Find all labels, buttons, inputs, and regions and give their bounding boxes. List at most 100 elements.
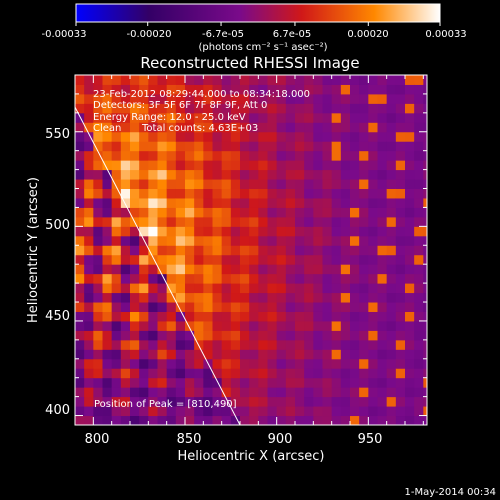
- heatmap-cell: [120, 75, 131, 85]
- heatmap-cell: [157, 387, 168, 398]
- heatmap-cell: [350, 122, 360, 133]
- heatmap-cell: [331, 254, 342, 265]
- heatmap-cell: [93, 415, 103, 425]
- heatmap-cell: [304, 264, 314, 275]
- heatmap-cell: [423, 131, 427, 142]
- heatmap-cell: [194, 179, 204, 190]
- heatmap-cell: [240, 311, 250, 322]
- heatmap-cell: [258, 112, 268, 123]
- heatmap-cell: [157, 302, 168, 312]
- y-tick-label-450: 450: [45, 309, 70, 324]
- heatmap-cell: [313, 179, 323, 190]
- heatmap-cell: [405, 188, 415, 199]
- heatmap-cell: [102, 207, 113, 218]
- heatmap-cell: [93, 75, 103, 85]
- heatmap-cell: [175, 226, 186, 237]
- heatmap-cell: [75, 349, 85, 360]
- heatmap-cell: [267, 112, 278, 123]
- heatmap-cell: [304, 122, 314, 133]
- heatmap-cell: [102, 75, 113, 85]
- heatmap-cell: [120, 320, 131, 331]
- heatmap-cell: [331, 112, 342, 123]
- heatmap-cell: [194, 112, 204, 123]
- heatmap-cell: [148, 160, 158, 171]
- heatmap-cell: [395, 320, 406, 331]
- heatmap-cell: [240, 377, 250, 388]
- heatmap-cell: [93, 122, 103, 133]
- heatmap-cell: [139, 415, 149, 425]
- heatmap-cell: [377, 84, 388, 95]
- heatmap-cell: [249, 169, 259, 180]
- heatmap-cell: [166, 226, 177, 237]
- heatmap-cell: [276, 396, 287, 407]
- heatmap-cell: [350, 141, 360, 152]
- heatmap-cell: [166, 273, 177, 284]
- heatmap-cell: [75, 415, 85, 425]
- heatmap-cell: [304, 302, 314, 312]
- heatmap-cell: [166, 150, 177, 161]
- heatmap-cell: [267, 283, 278, 294]
- heatmap-cell: [111, 377, 122, 388]
- heatmap-cell: [93, 112, 103, 123]
- heatmap-cell: [267, 339, 278, 350]
- heatmap-cell: [368, 169, 378, 180]
- heatmap-cell: [295, 339, 305, 350]
- heatmap-cell: [166, 160, 177, 171]
- heatmap-cell: [423, 197, 427, 208]
- heatmap-cell: [285, 122, 296, 133]
- heatmap-cell: [130, 320, 140, 331]
- heatmap-cell: [276, 330, 287, 341]
- heatmap-cell: [111, 226, 122, 237]
- heatmap-cell: [267, 273, 278, 284]
- heatmap-cell: [111, 245, 122, 256]
- heatmap-cell: [423, 283, 427, 294]
- heatmap-cell: [368, 387, 378, 398]
- heatmap-cell: [331, 273, 342, 284]
- heatmap-cell: [166, 235, 177, 246]
- heatmap-cell: [285, 84, 296, 95]
- heatmap-cell: [423, 112, 427, 123]
- heatmap-cell: [405, 122, 415, 133]
- chart-title: Reconstructed RHESSI Image: [140, 54, 359, 72]
- heatmap-cell: [240, 197, 250, 208]
- heatmap-cell: [267, 216, 278, 227]
- heatmap-cell: [405, 235, 415, 246]
- heatmap-cell: [221, 254, 232, 265]
- heatmap-cell: [313, 254, 323, 265]
- heatmap-cell: [102, 131, 113, 142]
- heatmap-cell: [395, 358, 406, 369]
- heatmap-cell: [276, 377, 287, 388]
- annotation-time-range: 23-Feb-2012 08:29:44.000 to 08:34:18.000: [93, 89, 310, 100]
- heatmap-cell: [230, 150, 241, 161]
- heatmap-cell: [377, 387, 388, 398]
- heatmap-cell: [340, 320, 351, 331]
- heatmap-cell: [313, 150, 323, 161]
- heatmap-cell: [212, 254, 223, 265]
- heatmap-cell: [84, 122, 94, 133]
- heatmap-cell: [414, 103, 424, 114]
- heatmap-cell: [130, 235, 140, 246]
- heatmap-cell: [331, 406, 342, 417]
- heatmap-cell: [166, 358, 177, 369]
- heatmap-cell: [111, 330, 122, 341]
- heatmap-cell: [350, 207, 360, 218]
- heatmap-cell: [304, 169, 314, 180]
- heatmap-cell: [386, 226, 397, 237]
- heatmap-cell: [84, 358, 94, 369]
- heatmap-cell: [423, 302, 427, 312]
- heatmap-cell: [148, 339, 158, 350]
- heatmap-cell: [395, 283, 406, 294]
- heatmap-cell: [102, 216, 113, 227]
- heatmap-cell: [157, 179, 168, 190]
- heatmap-cell: [240, 169, 250, 180]
- heatmap-cell: [221, 358, 232, 369]
- heatmap-cell: [249, 216, 259, 227]
- heatmap-cell: [249, 122, 259, 133]
- heatmap-cell: [212, 112, 223, 123]
- heatmap-cell: [377, 302, 388, 312]
- heatmap-cell: [350, 283, 360, 294]
- heatmap-cell: [111, 207, 122, 218]
- heatmap-cell: [414, 264, 424, 275]
- heatmap-cell: [423, 396, 427, 407]
- heatmap-cell: [157, 339, 168, 350]
